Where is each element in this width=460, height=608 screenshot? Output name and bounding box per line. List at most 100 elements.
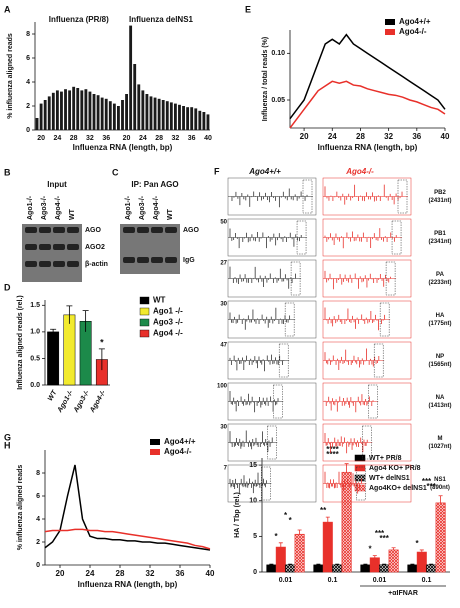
track-ymax: 7 (224, 466, 228, 472)
significance: * (369, 545, 373, 554)
bar (92, 94, 96, 130)
column-title: Ago4-/- (345, 167, 374, 176)
end-box (379, 302, 390, 337)
segment-length: (1775nt) (428, 321, 451, 327)
x-axis-label: Influenza RNA (length, bp) (73, 143, 173, 152)
bar (198, 110, 202, 130)
end-box (296, 220, 307, 255)
x-tick-label: 28 (356, 132, 365, 141)
band (137, 257, 149, 263)
y-tick-label: 0.5 (30, 355, 40, 362)
band (123, 257, 135, 263)
bar (202, 112, 206, 130)
panel-label: C (112, 167, 119, 177)
band (39, 227, 51, 233)
error-bar (363, 563, 368, 565)
error-bar (278, 542, 283, 548)
bar (76, 88, 80, 130)
bar (149, 96, 153, 130)
error-bar (325, 516, 330, 523)
bar (285, 564, 296, 573)
bar (153, 97, 157, 130)
line (289, 33, 446, 120)
coverage-spikes (324, 348, 380, 370)
end-box (397, 179, 408, 214)
error-bar (419, 549, 424, 553)
x-axis-label: Influenza RNA (length, bp) (318, 143, 418, 152)
error-bar (372, 555, 377, 558)
segment-length: (2431nt) (428, 198, 451, 204)
bar (108, 101, 112, 130)
bar (161, 100, 165, 130)
legend-label: Ago1 -/- (153, 307, 183, 316)
segment-name: PB2 (434, 190, 446, 196)
bar (169, 102, 173, 130)
x-tick-label: 32 (146, 569, 155, 578)
y-axis-label: HA / Tbp (rel.) (234, 492, 241, 538)
x-tick-label: 28 (155, 135, 163, 142)
legend-swatch (354, 454, 366, 462)
blot-title: IP: Pan AGO (131, 180, 178, 189)
bar (104, 98, 108, 130)
error-bar (410, 563, 415, 565)
bar (379, 564, 390, 573)
coverage-spikes (324, 270, 391, 290)
line (44, 464, 211, 551)
bar (117, 106, 120, 130)
significance: **** (326, 450, 339, 459)
error-bar (82, 310, 89, 332)
annotation: Influenza (PR/8) (49, 15, 109, 24)
end-box (362, 425, 372, 460)
y-tick-label: 8 (36, 470, 40, 477)
significance: *** (422, 477, 432, 486)
bar (88, 91, 92, 130)
legend-label: WT+ delNS1 (369, 475, 410, 482)
bar (369, 557, 380, 573)
bar (39, 103, 43, 130)
band-label: IgG (183, 257, 195, 264)
legend-label: Ago4-/- (164, 447, 192, 456)
legend-label: Ago4 KO+ PR/8 (369, 465, 421, 472)
band (39, 261, 51, 267)
bar (407, 564, 418, 573)
segment-length: (1027nt) (428, 444, 451, 450)
panel-label: B (4, 167, 11, 177)
bar (47, 96, 51, 130)
bar (43, 100, 47, 130)
band (53, 261, 65, 267)
legend-label: Ago4+/+ (164, 437, 196, 446)
band (67, 261, 79, 267)
end-box (373, 343, 384, 378)
band (123, 227, 135, 233)
band-label: β-actin (85, 261, 108, 268)
error-bar (316, 563, 321, 565)
x-tick-label: 36 (188, 135, 196, 142)
x-tick-label: WT (47, 389, 59, 403)
segment-length: (2341nt) (428, 239, 451, 245)
panel-label: A (4, 4, 11, 14)
segment-name: HA (436, 313, 445, 319)
segment-length: (2233nt) (428, 280, 451, 286)
significance: * (416, 539, 420, 548)
bar (275, 546, 286, 573)
significance: * (275, 532, 279, 541)
coverage-spikes (229, 390, 279, 413)
bar (206, 114, 210, 130)
bar (173, 103, 177, 130)
error-bar (438, 495, 443, 503)
error-bar (335, 563, 340, 565)
significance: * (284, 511, 288, 520)
band (25, 227, 37, 233)
bar (190, 107, 194, 130)
track-ymax: 27 (220, 261, 227, 267)
y-tick-label: 0 (36, 562, 40, 569)
x-tick-label: 0.1 (422, 577, 432, 584)
band (39, 244, 51, 250)
legend-swatch (139, 329, 150, 338)
significance: *** (380, 534, 390, 543)
x-axis-label: Influenza RNA (length, bp) (78, 580, 178, 589)
band (53, 227, 65, 233)
x-tick-label: 24 (139, 135, 147, 142)
error-bar (269, 563, 274, 565)
x-tick-label: 40 (441, 132, 450, 141)
